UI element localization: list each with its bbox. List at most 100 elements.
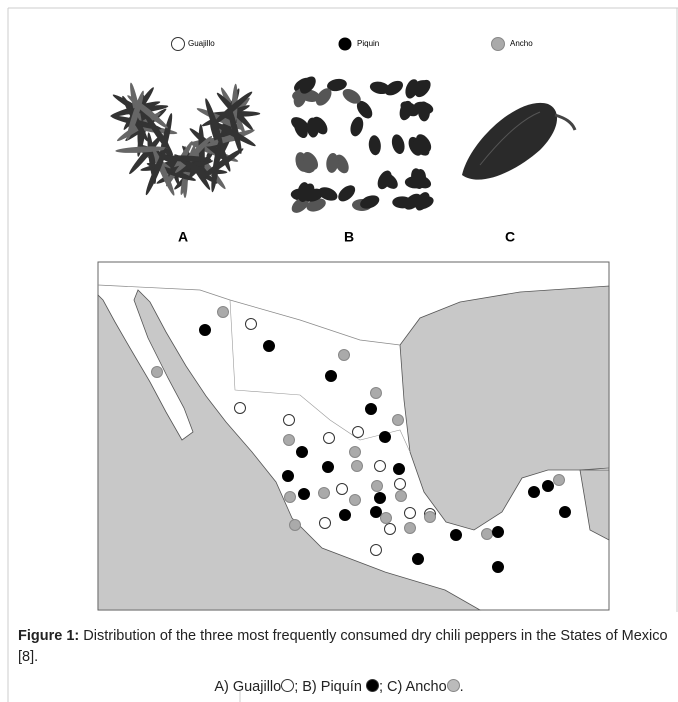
pod [152,148,175,196]
map-marker [492,561,504,573]
caption-key-part: A) Guajillo [214,679,282,695]
map-marker [283,434,295,446]
pod [338,185,356,202]
map-marker [370,506,382,518]
pod [412,139,430,156]
map [97,261,610,611]
pod [303,188,324,202]
pod [127,95,168,129]
caption-key-part: ; C) Ancho [378,679,447,695]
pod [326,152,339,173]
map-marker [325,370,337,382]
key-icon [446,679,460,692]
map-marker [393,463,405,475]
map-marker [289,519,301,531]
pod [227,103,242,154]
panel-label: C [505,229,515,245]
map-marker [234,402,246,414]
map-marker [338,349,350,361]
legend-swatch [338,37,352,51]
pod [299,76,316,94]
map-marker [528,486,540,498]
pod [159,113,173,164]
map-marker [298,488,310,500]
key-icon [365,679,379,692]
map-marker [365,403,377,415]
caption-key-part: . [459,679,464,695]
map-marker [336,483,348,495]
map-marker [379,431,391,443]
pod [205,129,255,147]
caption-key-part: ; B) Piquín [294,679,366,695]
pod [404,176,425,189]
map-marker [151,366,163,378]
chili-photo-b [290,76,434,213]
map-markers [151,306,571,573]
map-marker [374,460,386,472]
map-marker [217,306,229,318]
map-marker [296,446,308,458]
map-marker [404,507,416,519]
pod [368,135,381,156]
pod [356,100,373,119]
map-marker [351,460,363,472]
map-marker [424,511,436,523]
caption-key: A) Guajillo ; B) Piquín ; C) Ancho. [0,679,678,695]
legend-label: Ancho [510,39,533,48]
pod [294,119,308,139]
map-marker [412,553,424,565]
pod [415,192,430,211]
map-marker [492,526,504,538]
map-marker [284,491,296,503]
pod [334,154,349,174]
pod [315,88,332,106]
chili-photo-a [110,82,261,198]
map-marker [394,478,406,490]
pod [391,134,405,154]
map-marker [450,529,462,541]
map-marker [352,426,364,438]
pod [212,91,253,126]
pod [159,155,212,162]
chili-photo-c [462,102,577,180]
map-marker [263,340,275,352]
map-marker [319,517,331,529]
legend-label: Guajillo [188,39,215,48]
key-icon [281,679,295,692]
map-marker [553,474,565,486]
map-marker [370,387,382,399]
map-marker [282,470,294,482]
pod [384,80,404,96]
map-marker [380,512,392,524]
pod [350,116,364,137]
map-marker [322,461,334,473]
pod [145,147,167,196]
map-marker [323,432,335,444]
map-marker [384,523,396,535]
map-marker [349,494,361,506]
map-marker [395,490,407,502]
map-marker [371,480,383,492]
pod [381,172,398,189]
pod [205,98,224,148]
pod [360,195,380,209]
pod [327,78,347,92]
map-marker [199,324,211,336]
map-marker [318,487,330,499]
map-marker [392,414,404,426]
map-marker [404,522,416,534]
pod [129,134,163,175]
pod [303,151,319,170]
map-marker [370,544,382,556]
map-marker [283,414,295,426]
pod [200,148,244,179]
pod [306,198,326,212]
legend-label: Piquin [357,39,379,48]
pod [369,81,390,95]
pod [306,117,319,138]
map-marker [339,509,351,521]
map-marker [349,446,361,458]
caption-text: Distribution of the three most frequentl… [18,628,668,665]
